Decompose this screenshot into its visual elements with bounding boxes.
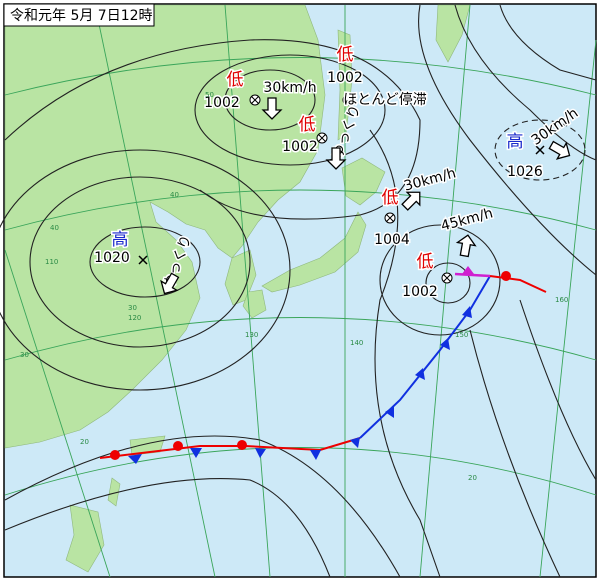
grid-label: 150 [455, 331, 468, 339]
motion-arrow [160, 272, 180, 295]
isobars [0, 4, 597, 578]
low-center-cross [344, 96, 352, 104]
low-center-cross [251, 96, 259, 104]
system-pressure: 1020 [94, 250, 130, 266]
title-box [3, 3, 155, 27]
low-center-cross [443, 274, 451, 282]
high-center [138, 255, 148, 265]
low-center-cross [318, 134, 326, 142]
low-center-cross [386, 214, 394, 222]
system-kind: 高 [112, 230, 129, 250]
pressure-system: 低 1002 30km/h [203, 69, 318, 120]
grid-label: 30 [20, 351, 29, 359]
grid-label: 160 [555, 296, 568, 304]
grid-label: 20 [80, 438, 89, 446]
motion-arrow [261, 97, 283, 120]
motion-arrow [325, 147, 347, 170]
system-pressure: 1002 [204, 95, 240, 111]
grid-label: 130 [245, 331, 258, 339]
system-kind: 高 [507, 132, 524, 152]
motion-arrow [548, 140, 571, 160]
system-pressure: 1002 [402, 284, 438, 300]
grid-label: 110 [45, 258, 58, 266]
grid-label: 30 [128, 304, 137, 312]
system-kind: 低 [417, 252, 434, 272]
pressure-system: 低 1002 ほとんど停滞 [326, 44, 429, 110]
system-pressure: 1026 [507, 164, 543, 180]
lat-lon-grid [4, 4, 597, 578]
grid-label: 40 [170, 191, 179, 199]
fronts [99, 266, 547, 464]
system-pressure: 1002 [282, 139, 318, 155]
motion-arrow [455, 234, 477, 258]
land [4, 4, 471, 573]
system-kind: 低 [337, 45, 354, 65]
system-kind: 低 [382, 188, 399, 208]
grid-label: 20 [468, 474, 477, 482]
system-motion: 30km/h [263, 80, 316, 96]
grid-label: 50 [205, 91, 214, 99]
map-title: 令和元年 5月 7日12時 [10, 8, 153, 24]
system-pressure: 1002 [327, 70, 363, 86]
grid-label: 140 [350, 339, 363, 347]
system-motion: ほとんど停滞 [343, 91, 427, 108]
high-center [535, 145, 545, 155]
system-kind: 低 [299, 115, 316, 135]
grid-label: 120 [128, 314, 141, 322]
grid-label: 40 [50, 224, 59, 232]
system-kind: 低 [227, 70, 244, 90]
motion-arrow [401, 191, 421, 211]
system-pressure: 1004 [374, 232, 410, 248]
